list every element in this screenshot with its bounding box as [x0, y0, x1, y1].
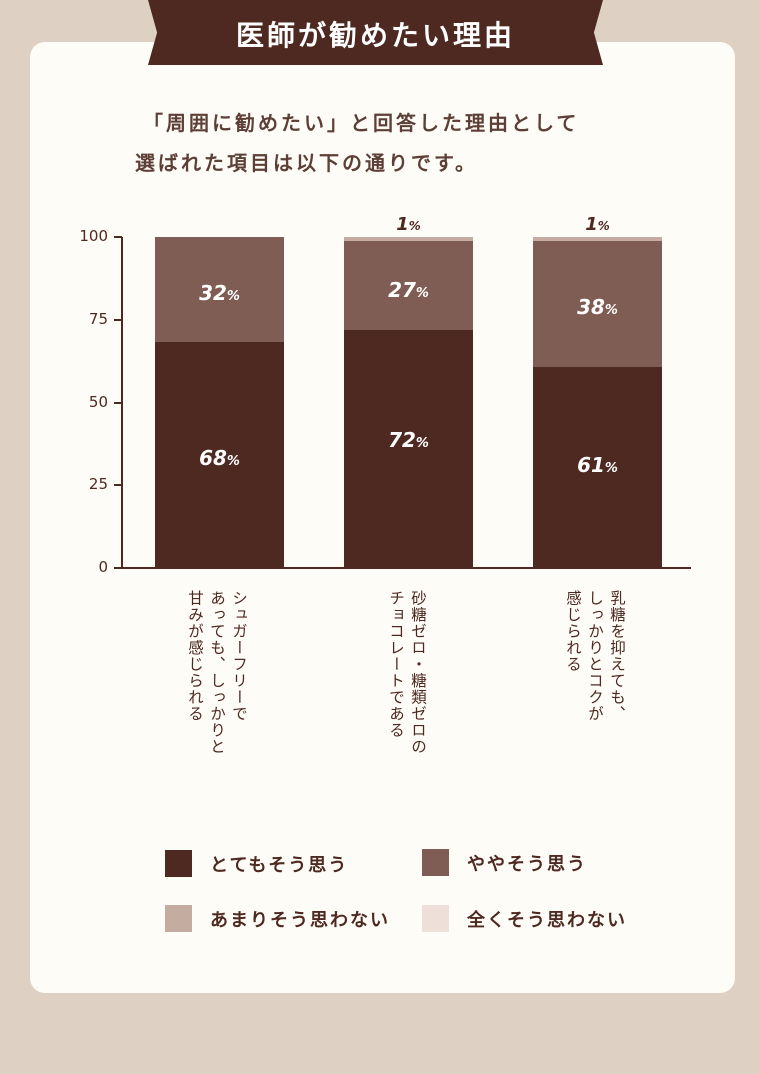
stacked-bar-chart: 100 75 50 25 0 32% 68% 1% 27% 72% 1% 38%…	[79, 214, 691, 755]
segment-somewhat-agree: 27%	[344, 241, 473, 330]
bar-sugar-zero: 27% 72%	[344, 237, 473, 568]
intro-line-1: 「周囲に勧めたい」と回答した理由として	[143, 111, 580, 135]
legend-label: とてもそう思う	[210, 854, 349, 876]
bar-lactose: 38% 61%	[533, 237, 662, 568]
segment-value-label: 32%	[199, 281, 240, 305]
intro-text: 「周囲に勧めたい」と回答した理由として 選ばれた項目は以下の通りです。	[135, 103, 655, 183]
legend-item-somewhat-agree: ややそう思う	[422, 849, 587, 876]
legend-label: 全くそう思わない	[467, 909, 627, 931]
legend-item-strongly-disagree: 全くそう思わない	[422, 905, 627, 932]
y-tick-label: 100	[79, 227, 108, 245]
legend-item-very-agree: とてもそう思う	[165, 850, 348, 877]
y-tick	[114, 402, 122, 404]
y-tick-label: 25	[88, 475, 108, 493]
y-tick-label: 0	[98, 558, 108, 576]
segment-value-label: 61%	[577, 453, 618, 477]
segment-very-agree: 72%	[344, 330, 473, 568]
legend-label: ややそう思う	[467, 853, 587, 875]
segment-somewhat-agree: 38%	[533, 241, 662, 367]
page-title: 医師が勧めたい理由	[235, 18, 515, 52]
legend-swatch	[422, 849, 449, 876]
segment-value-label: 72%	[388, 428, 429, 452]
y-tick	[114, 319, 122, 321]
y-tick	[114, 484, 122, 486]
x-axis	[121, 567, 691, 569]
y-tick-label: 50	[88, 393, 108, 411]
y-tick	[114, 236, 122, 238]
category-label-lactose: 乳糖を抑えても、 しっかりとコクが 感じられる	[564, 590, 626, 722]
segment-somewhat-disagree	[344, 237, 473, 241]
title-banner: 医師が勧めたい理由	[148, 0, 603, 65]
segment-very-agree: 68%	[155, 342, 284, 568]
bar-top-value-label: 1%	[396, 214, 421, 235]
segment-value-label: 68%	[199, 446, 240, 470]
segment-very-agree: 61%	[533, 367, 662, 568]
legend-item-somewhat-disagree: あまりそう思わない	[165, 905, 390, 932]
y-tick	[114, 567, 122, 569]
y-axis	[121, 237, 123, 569]
bar-sugar-free: 32% 68%	[155, 237, 284, 568]
legend-swatch	[422, 905, 449, 932]
legend-label: あまりそう思わない	[210, 909, 390, 931]
intro-line-2: 選ばれた項目は以下の通りです。	[135, 151, 478, 175]
segment-somewhat-agree: 32%	[155, 237, 284, 342]
category-label-sugar-zero: 砂糖ゼロ・糖類ゼロの チョコレートである	[387, 590, 427, 755]
segment-somewhat-disagree	[533, 237, 662, 241]
segment-value-label: 38%	[577, 295, 618, 319]
y-tick-label: 75	[88, 310, 108, 328]
legend-swatch	[165, 905, 192, 932]
segment-value-label: 27%	[388, 278, 429, 302]
legend-swatch	[165, 850, 192, 877]
bar-top-value-label: 1%	[585, 214, 610, 235]
category-label-sugar-free: シュガーフリーで あっても、しっかりと 甘みが感じられる	[186, 590, 248, 755]
